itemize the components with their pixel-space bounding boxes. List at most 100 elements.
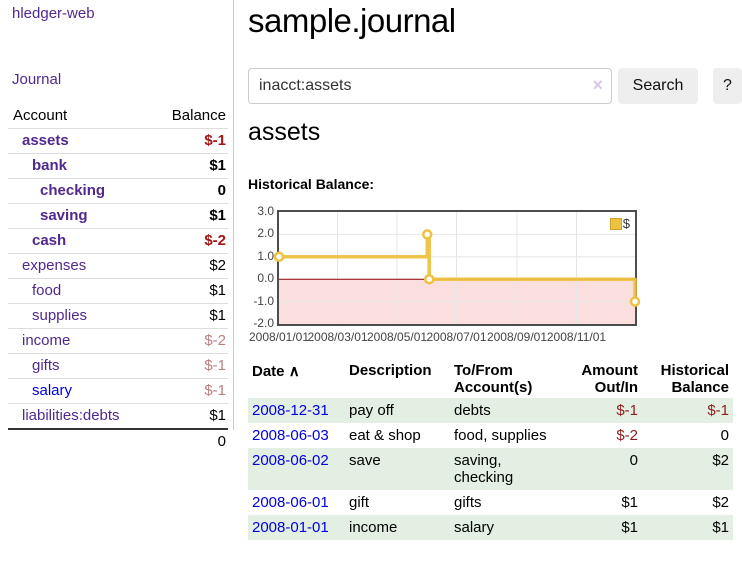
account-balance: 0 [217, 182, 226, 199]
main-content: sample.journal × Search ? assets Histori… [248, 0, 742, 540]
legend-swatch-icon [609, 217, 622, 230]
register-header-row: Date ∧ Description To/From Account(s) Am… [248, 360, 733, 398]
register-table: Date ∧ Description To/From Account(s) Am… [248, 360, 733, 540]
account-row: assets $-1 [8, 128, 228, 154]
y-tick-label: -2.0 [253, 316, 274, 330]
transaction-description: income [349, 519, 398, 536]
account-balance: $1 [209, 207, 226, 224]
account-row: food $1 [8, 278, 228, 304]
account-row: gifts $-1 [8, 353, 228, 379]
account-row: saving $1 [8, 203, 228, 229]
x-tick-label: 2008/05/01 [366, 330, 428, 344]
account-balance: $1 [209, 407, 226, 424]
account-link-cash[interactable]: cash [32, 232, 67, 249]
date-column-header[interactable]: Date ∧ [252, 363, 300, 380]
y-tick-label: 0.0 [257, 271, 274, 286]
transaction-amount: $-2 [616, 427, 638, 444]
account-row: income $-2 [8, 328, 228, 354]
account-link-food[interactable]: food [32, 282, 62, 299]
search-button[interactable]: Search [618, 68, 698, 104]
account-link-checking[interactable]: checking [40, 182, 106, 199]
transaction-balance: $2 [712, 452, 729, 469]
transaction-amount: $-1 [616, 402, 638, 419]
account-row: bank $1 [8, 153, 228, 179]
search-bar: × Search ? [248, 68, 742, 104]
clear-search-icon[interactable]: × [592, 75, 603, 95]
y-tick-label: 3.0 [257, 204, 274, 218]
account-balance: $1 [209, 282, 226, 299]
historical-balance-chart: $ 3.0 2.0 1.0 0.0 -1.0 -2.0 2008/01/01 2008/03/… [248, 203, 742, 348]
account-row: expenses $2 [8, 253, 228, 279]
transaction-description: gift [349, 494, 370, 511]
account-link-income[interactable]: income [22, 332, 71, 349]
nav-journal-link[interactable]: Journal [12, 71, 62, 88]
transaction-amount: $1 [621, 494, 638, 511]
transaction-row[interactable]: 2008-12-31 pay off debts $-1 $-1 [248, 398, 733, 423]
account-balance: $1 [209, 307, 226, 324]
transaction-description: eat & shop [349, 427, 421, 444]
account-row: liabilities:debts $1 [8, 403, 228, 430]
account-balance: $-1 [204, 382, 226, 399]
account-link-salary[interactable]: salary [32, 382, 73, 399]
balance-column-header: Historical Balance [660, 362, 729, 396]
transaction-balance: $1 [712, 519, 729, 536]
account-link-saving[interactable]: saving [40, 207, 88, 224]
account-row: cash $-2 [8, 228, 228, 254]
transaction-date-link[interactable]: 2008-12-31 [252, 402, 329, 419]
accounts-table-header: Account Balance [8, 104, 228, 129]
transaction-balance: $2 [712, 494, 729, 511]
account-row: supplies $1 [8, 303, 228, 329]
brand-link[interactable]: hledger-web [12, 5, 95, 22]
account-row: salary $-1 [8, 378, 228, 404]
x-tick-label: 2008/07/01 [426, 330, 487, 344]
transaction-description: save [349, 452, 381, 469]
page-title: sample.journal [248, 2, 456, 39]
accounts-total-row: 0 [8, 429, 228, 454]
account-balance: $-1 [204, 357, 226, 374]
account-row: checking 0 [8, 178, 228, 204]
transaction-row[interactable]: 2008-01-01 income salary $1 $1 [248, 515, 733, 540]
transaction-description: pay off [349, 402, 394, 419]
transaction-row[interactable]: 2008-06-01 gift gifts $1 $2 [248, 490, 733, 515]
chart-title: Historical Balance: [248, 176, 375, 192]
account-link-supplies[interactable]: supplies [32, 307, 88, 324]
accounts-total-value: 0 [217, 433, 226, 450]
accounts-table: Account Balance assets $-1 bank $1 check… [8, 104, 228, 454]
account-column-header: Account [13, 107, 68, 124]
transaction-accounts: gifts [454, 494, 482, 511]
transaction-date-link[interactable]: 2008-06-03 [252, 427, 329, 444]
account-link-liabilities-debts[interactable]: liabilities:debts [22, 407, 120, 424]
y-tick-label: -1.0 [253, 293, 274, 308]
sort-asc-icon: ∧ [288, 363, 300, 380]
chart-canvas [273, 212, 641, 324]
transaction-date-link[interactable]: 2008-06-01 [252, 494, 329, 511]
y-tick-label: 1.0 [257, 248, 274, 263]
transaction-accounts: food, supplies [454, 427, 547, 444]
transaction-accounts: saving, checking [454, 452, 514, 486]
legend-label: $ [622, 216, 630, 231]
account-balance: $-1 [204, 132, 226, 149]
chart-plot-area[interactable]: $ [273, 210, 641, 326]
transaction-date-link[interactable]: 2008-06-02 [252, 452, 329, 469]
account-link-assets[interactable]: assets [22, 132, 69, 149]
transaction-date-link[interactable]: 2008-01-01 [252, 519, 329, 536]
account-heading: assets [248, 118, 321, 146]
x-tick-label: 2008/01/01 [248, 330, 310, 344]
description-column-header: Description [349, 362, 432, 379]
help-button[interactable]: ? [713, 68, 742, 104]
account-link-gifts[interactable]: gifts [32, 357, 60, 374]
search-input-wrapper: × [248, 68, 612, 104]
account-balance: $-2 [204, 332, 226, 349]
transaction-balance: $-1 [707, 402, 729, 419]
tofrom-column-header: To/From Account(s) [454, 362, 533, 396]
account-balance: $2 [209, 257, 226, 274]
account-balance: $1 [209, 157, 226, 174]
transaction-row[interactable]: 2008-06-03 eat & shop food, supplies $-2… [248, 423, 733, 448]
x-tick-label: 2008/09/01 [486, 330, 547, 344]
account-link-expenses[interactable]: expenses [22, 257, 87, 274]
account-link-bank[interactable]: bank [32, 157, 68, 174]
transaction-balance: 0 [720, 427, 729, 444]
search-input[interactable] [248, 68, 612, 104]
x-tick-label: 2008/11/01 [546, 330, 607, 344]
transaction-row[interactable]: 2008-06-02 save saving, checking 0 $2 [248, 448, 733, 490]
